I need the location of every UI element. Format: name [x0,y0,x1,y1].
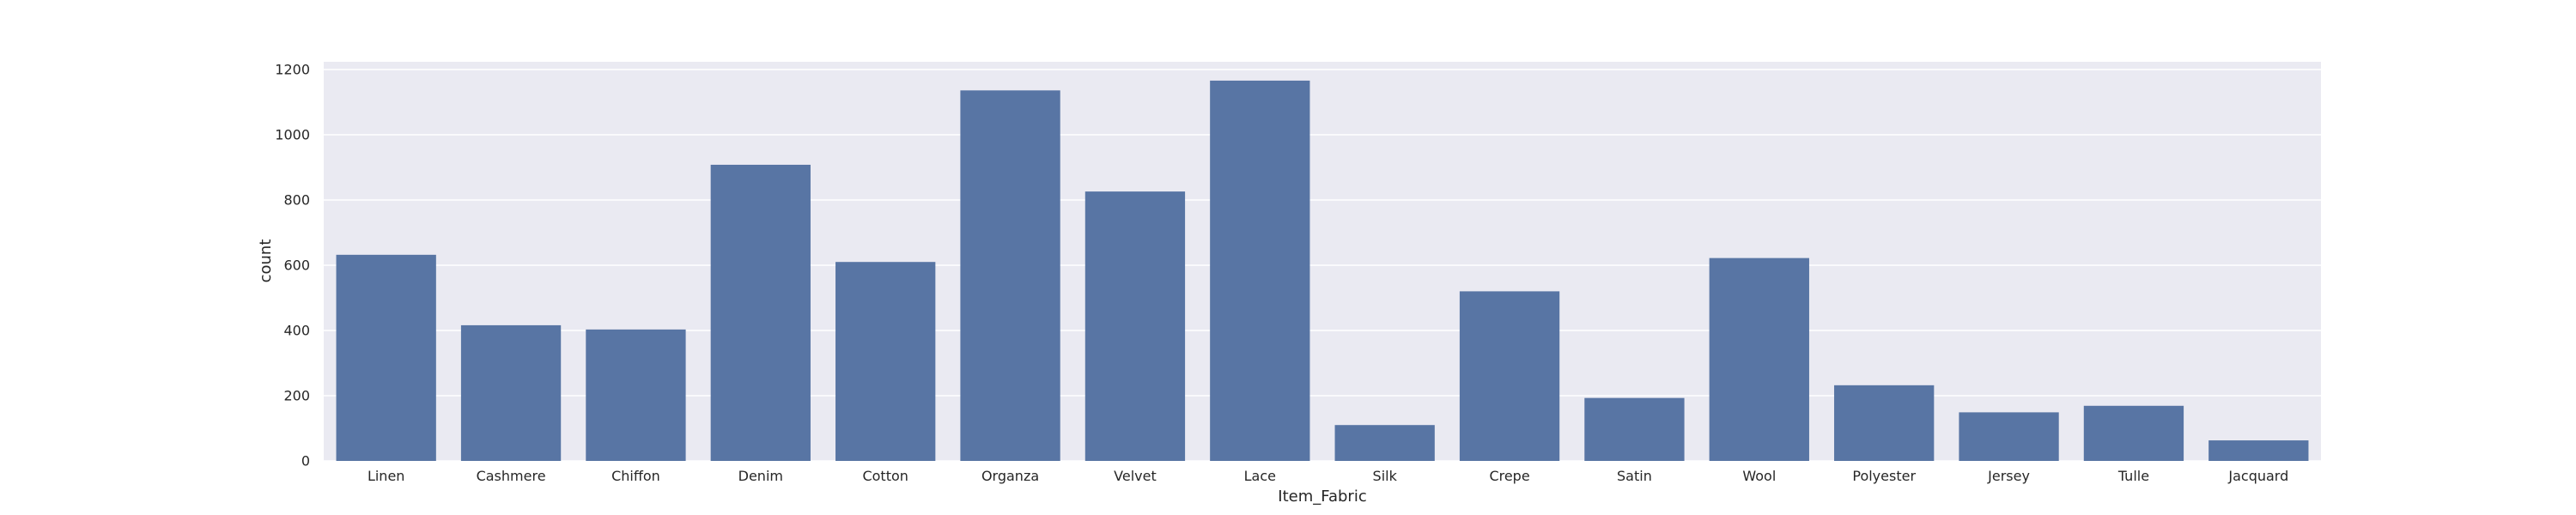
bar-crepe [1459,291,1560,461]
bar-silk [1334,425,1435,461]
x-tick-label: Lace [1244,468,1276,484]
x-tick-label: Chiffon [611,468,660,484]
y-tick-label: 0 [301,453,310,470]
bar-cotton [835,262,936,461]
x-tick-label: Denim [738,468,783,484]
y-tick-label: 1200 [275,62,310,78]
x-tick-label: Cashmere [477,468,546,484]
bar-jersey [1959,412,2059,461]
x-tick-label: Polyester [1852,468,1916,484]
bar-velvet [1084,191,1186,461]
x-tick-label: Organza [981,468,1039,484]
y-tick-label: 1000 [275,127,310,143]
x-tick-label: Jacquard [2227,468,2288,484]
x-tick-label: Wool [1742,468,1776,484]
x-tick-label: Tulle [2117,468,2149,484]
bar-polyester [1834,385,1935,461]
y-tick-label: 800 [283,192,310,209]
x-tick-label: Crepe [1489,468,1529,484]
x-tick-label: Satin [1617,468,1652,484]
bar-wool [1709,258,1809,461]
bars [336,80,2309,462]
bar-jacquard [2208,440,2309,461]
bar-denim [710,164,811,461]
y-tick-label: 200 [283,388,310,404]
y-tick-label: 600 [283,258,310,274]
bar-linen [336,254,436,461]
y-axis-ticks: 0 200 400 600 800 1000 1200 [275,62,310,470]
x-tick-label: Silk [1373,468,1398,484]
x-axis-ticks: Linen Cashmere Chiffon Denim Cotton Organza Ve… [368,468,2288,484]
x-tick-label: Velvet [1114,468,1157,484]
bar-tulle [2083,405,2184,461]
bar-satin [1584,397,1685,461]
y-axis-title: count [257,239,275,283]
bar-lace [1210,80,1310,462]
x-tick-label: Jersey [1987,468,2030,484]
bar-cashmere [460,324,562,461]
bar-chiffon [586,329,686,461]
x-tick-label: Cotton [862,468,908,484]
bar-organza [960,90,1060,461]
y-tick-label: 400 [283,323,310,339]
x-tick-label: Linen [368,468,404,484]
x-axis-title: Item_Fabric [1278,488,1366,506]
